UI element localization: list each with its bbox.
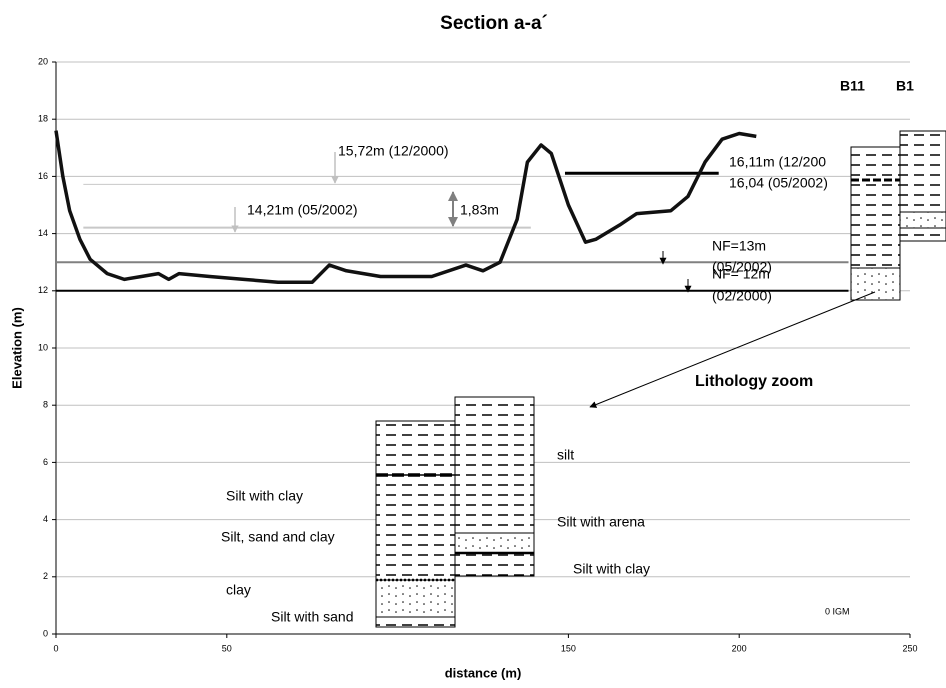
annotations: 15,72m (12/2000) 14,21m (05/2002) 1,83m NF=… xyxy=(221,78,914,625)
y-tick-label: 2 xyxy=(43,571,48,581)
annotation: 1,83m xyxy=(460,202,499,218)
lithology-zoom xyxy=(376,397,534,627)
y-tick-label: 12 xyxy=(38,285,48,295)
y-tick-label: 4 xyxy=(43,514,48,524)
annotation: clay xyxy=(226,582,251,598)
annotation: Silt with clay xyxy=(226,488,303,504)
y-tick-label: 16 xyxy=(38,171,48,181)
annotation: silt xyxy=(557,447,574,463)
borehole-columns xyxy=(851,131,946,300)
annotation: Silt with arena xyxy=(557,514,645,530)
y-tick-label: 14 xyxy=(38,228,48,238)
chart: Section a-a´ distance (m) Elevation (m) … xyxy=(0,0,946,688)
y-tick-label: 0 xyxy=(43,628,48,638)
x-tick-label: 50 xyxy=(222,643,232,653)
annotation: 0 IGM xyxy=(825,606,850,616)
x-tick-label: 250 xyxy=(902,643,917,653)
annotation: Silt, sand and clay xyxy=(221,529,335,545)
annotation: B11 xyxy=(840,78,865,94)
annotation: Lithology zoom xyxy=(695,373,813,390)
x-tick-label: 200 xyxy=(732,643,747,653)
chart-title: Section a-a´ xyxy=(440,13,548,34)
annotation: 14,21m (05/2002) xyxy=(247,202,358,218)
annotation: (02/2000) xyxy=(712,288,772,304)
y-tick-label: 6 xyxy=(43,457,48,467)
x-tick-label: 0 xyxy=(53,643,58,653)
annotation: Silt with clay xyxy=(573,561,650,577)
annotation: 16,11m (12/200 xyxy=(729,154,826,170)
y-tick-label: 18 xyxy=(38,114,48,124)
y-tick-label: 8 xyxy=(43,400,48,410)
annotation: B1 xyxy=(896,78,914,94)
y-axis-title: Elevation (m) xyxy=(9,307,24,389)
x-axis-title: distance (m) xyxy=(445,665,522,680)
annotation: NF= 12m xyxy=(712,266,770,282)
y-tick-label: 20 xyxy=(38,56,48,66)
annotation: 16,04 (05/2002) xyxy=(729,175,828,191)
annotation: NF=13m xyxy=(712,238,766,254)
y-tick-label: 10 xyxy=(38,342,48,352)
annotation: 15,72m (12/2000) xyxy=(338,143,449,159)
annotation: Silt with sand xyxy=(271,609,353,625)
x-tick-label: 150 xyxy=(561,643,576,653)
